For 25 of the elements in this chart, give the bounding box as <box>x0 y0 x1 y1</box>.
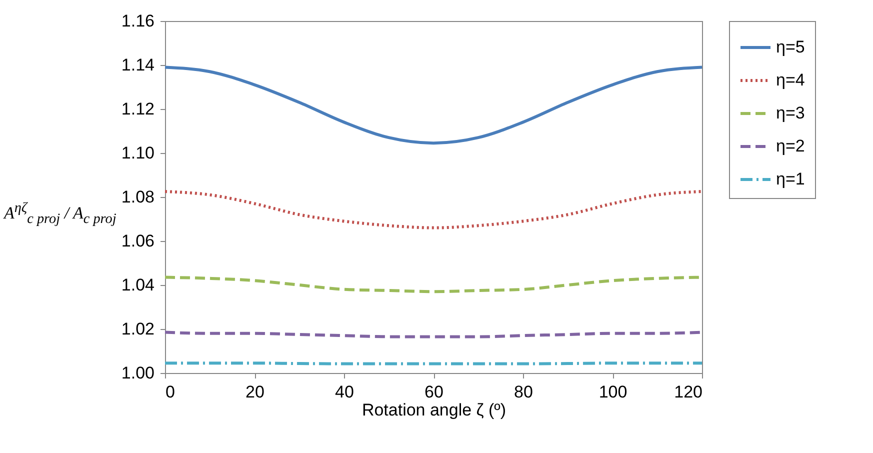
x-tick-label: 60 <box>424 382 444 402</box>
y-tick-label: 1.06 <box>121 232 154 250</box>
x-tick-label: 100 <box>598 382 628 402</box>
y-tick-label: 1.10 <box>121 144 154 162</box>
legend-label: η=5 <box>776 38 805 56</box>
x-tick-label: 40 <box>335 382 354 402</box>
x-tick-label: 0 <box>166 382 175 402</box>
y-tick-label: 1.02 <box>121 320 154 338</box>
legend-label: η=1 <box>776 170 805 188</box>
y-tick-label: 1.00 <box>121 364 154 382</box>
x-tick-label: 80 <box>514 382 533 402</box>
x-axis-title: Rotation angle ζ (º) <box>362 400 506 420</box>
y-tick-label: 1.04 <box>121 276 154 294</box>
y-tick-label: 1.08 <box>121 188 154 206</box>
legend-label: η=4 <box>776 70 805 90</box>
y-tick-label: 1.12 <box>121 100 154 118</box>
y-tick-label: 1.16 <box>121 12 154 30</box>
legend-label: η=2 <box>776 136 805 156</box>
y-axis-title: A$^{ηζ}$$_{c proj}$ / A$_{c proj}$ <box>4 200 116 228</box>
legend-label: η=3 <box>776 104 805 122</box>
line-series <box>164 66 704 145</box>
x-tick-label: 120 <box>674 382 702 402</box>
line-series <box>164 190 704 230</box>
y-tick-label: 1.14 <box>121 56 154 74</box>
x-tick-label: 20 <box>246 382 264 402</box>
